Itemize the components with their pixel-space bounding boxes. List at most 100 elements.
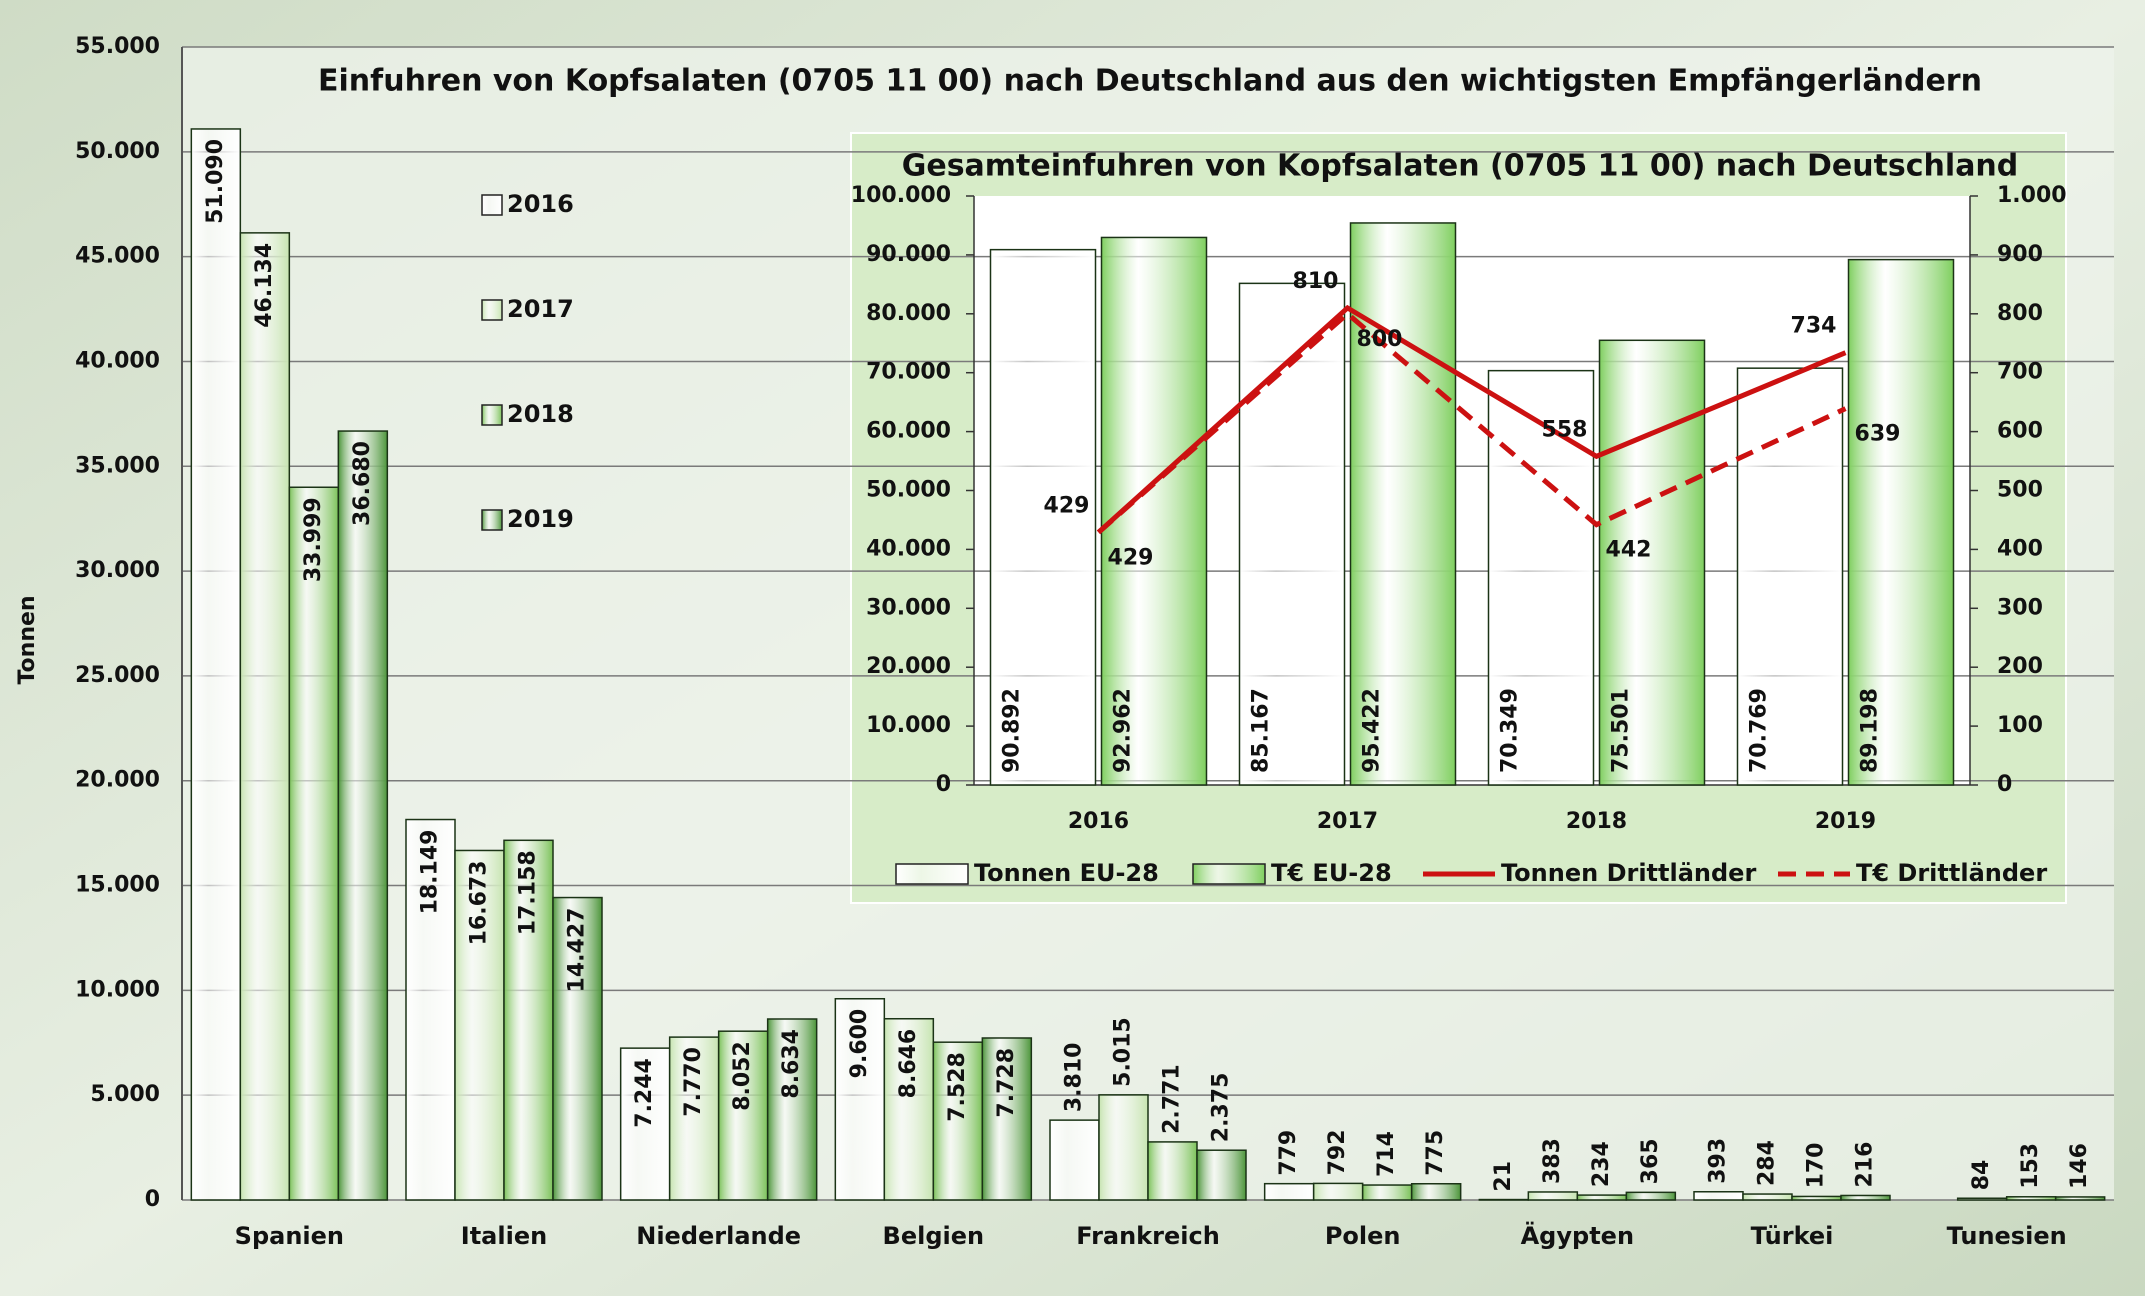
bar — [190, 128, 242, 1201]
data-label: 234 — [1589, 1141, 1614, 1187]
bar — [619, 1047, 671, 1201]
x-tick-label: 2016 — [1068, 809, 1129, 834]
legend-swatch — [481, 404, 503, 426]
bar — [1263, 1182, 1315, 1201]
data-label: 2.375 — [1209, 1073, 1234, 1143]
bar — [552, 896, 603, 1201]
data-label: 36.680 — [350, 441, 375, 526]
data-label: 3.810 — [1062, 1043, 1087, 1113]
data-label: 714 — [1374, 1131, 1399, 1177]
legend-label: T€ Drittländer — [1856, 859, 2047, 887]
bar — [932, 1041, 984, 1201]
y2-tick-label: 1.000 — [1997, 183, 2067, 208]
y-tick-label: 40.000 — [866, 536, 951, 561]
y-tick-label: 25.000 — [75, 663, 160, 688]
x-tick-label: Türkei — [1751, 1222, 1834, 1250]
data-label: 2.771 — [1160, 1064, 1185, 1134]
legend-swatch — [481, 509, 503, 531]
y-tick-label: 80.000 — [866, 301, 951, 326]
y-tick-label: 70.000 — [866, 360, 951, 385]
x-tick-label: Belgien — [883, 1222, 985, 1250]
bar — [454, 849, 505, 1201]
y-axis-label: Tonnen — [15, 595, 40, 684]
legend-label: Tonnen Drittländer — [1501, 859, 1756, 887]
data-label: 170 — [1804, 1142, 1829, 1188]
bar — [1625, 1191, 1677, 1201]
x-tick-label: Ägypten — [1521, 1221, 1634, 1250]
x-tick-label: Tunesien — [1947, 1222, 2067, 1250]
bar — [1312, 1182, 1364, 1201]
data-label: 46.134 — [252, 243, 277, 328]
data-label: 153 — [2018, 1143, 2043, 1189]
x-tick-label: Niederlande — [636, 1222, 801, 1250]
data-label: 70.349 — [1498, 688, 1523, 773]
y-tick-label: 45.000 — [75, 244, 160, 269]
data-label: 51.090 — [203, 139, 228, 224]
y2-tick-label: 500 — [1997, 478, 2043, 503]
bar — [1742, 1193, 1793, 1201]
bar — [1487, 369, 1595, 786]
data-label: 734 — [1791, 314, 1837, 339]
data-label: 216 — [1853, 1142, 1878, 1188]
data-label: 442 — [1606, 538, 1652, 563]
x-tick-label: 2017 — [1317, 809, 1378, 834]
y-tick-label: 50.000 — [866, 478, 951, 503]
y-tick-label: 10.000 — [866, 713, 951, 738]
y2-tick-label: 200 — [1997, 654, 2043, 679]
bar — [1791, 1195, 1842, 1201]
bar — [1693, 1191, 1744, 1201]
bar — [989, 248, 1097, 786]
bar — [1840, 1194, 1891, 1201]
data-label: 84 — [1969, 1160, 1994, 1191]
bar — [883, 1017, 935, 1201]
inset-title: Gesamteinfuhren von Kopfsalaten (0705 11… — [902, 149, 2019, 184]
y-tick-label: 35.000 — [75, 453, 160, 478]
bar — [2005, 1196, 2057, 1201]
data-label: 810 — [1293, 269, 1339, 294]
y-tick-label: 100.000 — [851, 183, 951, 208]
data-label: 7.244 — [632, 1058, 657, 1128]
bar — [1147, 1141, 1198, 1201]
data-label: 9.600 — [847, 1009, 872, 1079]
data-label: 365 — [1638, 1138, 1663, 1184]
data-label: 92.962 — [1111, 688, 1136, 773]
bar — [1576, 1194, 1628, 1201]
bar — [1349, 222, 1457, 786]
bar — [288, 486, 340, 1201]
bar — [1098, 1094, 1149, 1201]
legend-swatch — [895, 863, 969, 885]
legend-label: 2018 — [507, 400, 574, 428]
y2-tick-label: 100 — [1997, 713, 2043, 738]
data-label: 284 — [1755, 1140, 1780, 1186]
y2-tick-label: 800 — [1997, 301, 2043, 326]
line — [1096, 304, 1847, 535]
legend-label: 2017 — [507, 295, 574, 323]
y-tick-label: 15.000 — [75, 873, 160, 898]
data-label: 792 — [1325, 1129, 1350, 1175]
y-tick-label: 30.000 — [866, 595, 951, 620]
y2-tick-label: 300 — [1997, 595, 2043, 620]
data-label: 70.769 — [1747, 688, 1772, 773]
y-tick-label: 60.000 — [866, 419, 951, 444]
data-label: 8.634 — [779, 1029, 804, 1099]
bar — [1847, 258, 1955, 786]
y-tick-label: 90.000 — [866, 242, 951, 267]
bar — [239, 232, 291, 1201]
y2-tick-label: 400 — [1997, 536, 2043, 561]
data-label: 779 — [1276, 1130, 1301, 1176]
bar — [1410, 1183, 1462, 1201]
legend-label: T€ EU-28 — [1271, 859, 1392, 887]
legend-swatch — [1192, 863, 1266, 885]
data-label: 75.501 — [1609, 688, 1634, 773]
bar — [1736, 367, 1844, 786]
bar — [766, 1018, 818, 1201]
data-label: 393 — [1706, 1138, 1731, 1184]
data-label: 429 — [1044, 493, 1090, 518]
bar — [503, 839, 554, 1201]
y-tick-label: 0 — [145, 1187, 160, 1212]
legend-swatch — [481, 194, 503, 216]
legend-label: 2019 — [507, 505, 574, 533]
bar — [1049, 1119, 1100, 1201]
y-tick-label: 0 — [936, 772, 951, 797]
